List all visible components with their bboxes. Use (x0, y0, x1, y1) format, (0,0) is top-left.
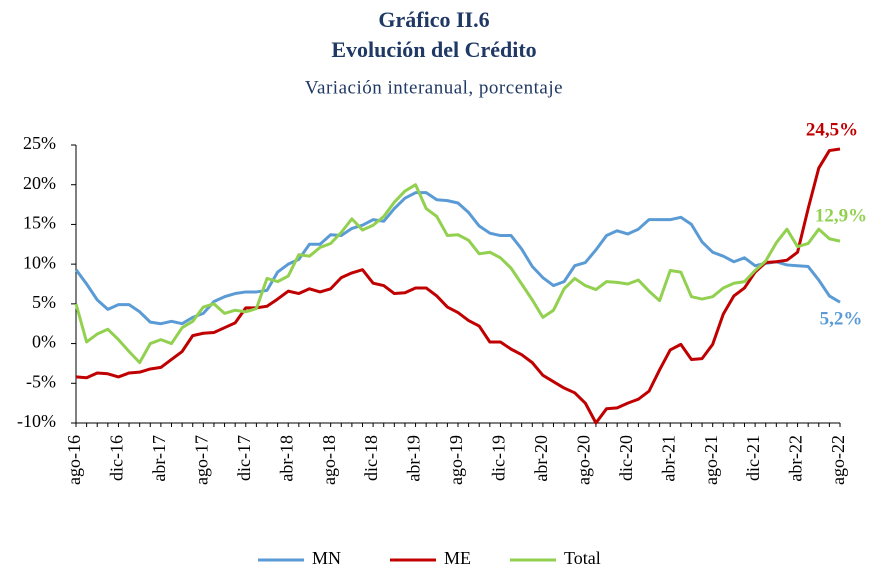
y-tick-label: 0% (32, 332, 56, 352)
y-tick-label: -5% (26, 371, 56, 391)
x-tick-label: abr-21 (658, 435, 678, 482)
x-tick-label: dic-18 (361, 435, 381, 481)
series-line (75, 147, 841, 425)
y-tick-label: 5% (32, 292, 56, 312)
x-tick-label: ago-18 (319, 435, 339, 485)
y-tick-label: -10% (17, 411, 56, 431)
y-tick-label: 10% (23, 252, 56, 272)
series-line (74, 183, 841, 365)
value-label: 12,9% (815, 205, 867, 226)
x-tick-label: dic-19 (489, 435, 509, 481)
legend-label: MN (312, 548, 341, 568)
chart-title: Gráfico II.6 (378, 7, 489, 32)
y-tick-label: 25% (23, 133, 56, 153)
legend-label: Total (564, 548, 601, 568)
x-tick-label: ago-16 (64, 435, 84, 485)
chart-caption: Variación interanual, porcentaje (305, 77, 563, 98)
x-tick-label: ago-19 (446, 435, 466, 485)
x-tick-label: ago-17 (191, 435, 211, 485)
y-tick-label: 15% (23, 213, 56, 233)
x-tick-label: dic-21 (743, 435, 763, 481)
x-tick-label: dic-20 (616, 435, 636, 481)
x-tick-label: abr-19 (404, 435, 424, 482)
x-tick-label: abr-18 (276, 435, 296, 482)
x-tick-label: ago-20 (573, 435, 593, 485)
x-tick-label: ago-21 (701, 435, 721, 485)
legend-label: ME (444, 548, 471, 568)
x-tick-label: abr-17 (149, 435, 169, 482)
y-tick-label: 20% (23, 173, 56, 193)
chart-subtitle: Evolución del Crédito (331, 37, 536, 62)
value-label: 24,5% (806, 119, 858, 140)
x-tick-label: abr-20 (531, 435, 551, 482)
x-tick-label: abr-22 (786, 435, 806, 482)
x-tick-label: dic-16 (107, 435, 127, 481)
value-label: 5,2% (820, 309, 863, 330)
x-tick-label: ago-22 (828, 435, 848, 485)
x-tick-label: dic-17 (234, 435, 254, 481)
series-line (74, 191, 841, 326)
